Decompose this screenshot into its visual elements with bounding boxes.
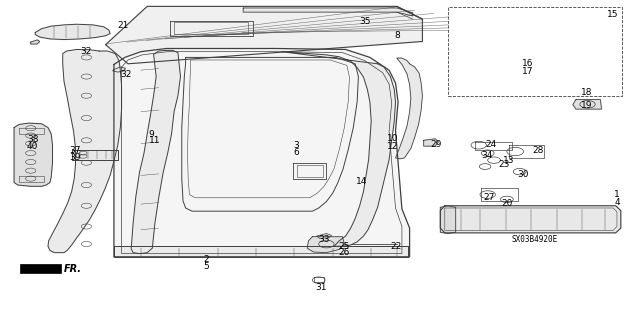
Polygon shape (573, 83, 605, 96)
Bar (448, 7, 622, 96)
Polygon shape (396, 58, 422, 159)
Polygon shape (31, 40, 40, 44)
Text: 6: 6 (293, 148, 299, 157)
Text: 29: 29 (430, 140, 442, 149)
Text: 15: 15 (607, 10, 618, 19)
Text: 23: 23 (498, 160, 509, 169)
Polygon shape (72, 150, 118, 160)
Text: 10: 10 (387, 134, 398, 143)
Polygon shape (440, 206, 621, 233)
Polygon shape (243, 8, 413, 16)
Text: 37: 37 (69, 146, 81, 155)
Polygon shape (35, 24, 110, 40)
Polygon shape (440, 206, 456, 234)
Text: 18: 18 (581, 88, 593, 97)
Text: 25: 25 (338, 242, 349, 251)
Polygon shape (456, 10, 557, 21)
Text: 11: 11 (148, 137, 160, 145)
Polygon shape (317, 234, 332, 239)
Text: 12: 12 (387, 142, 398, 151)
Polygon shape (20, 264, 61, 273)
Text: 3: 3 (293, 141, 299, 150)
Text: 4: 4 (614, 198, 620, 207)
Text: 22: 22 (390, 242, 402, 251)
Text: 32: 32 (120, 70, 132, 79)
Polygon shape (48, 49, 122, 253)
Polygon shape (424, 139, 438, 146)
Polygon shape (573, 100, 602, 109)
Text: 35: 35 (360, 17, 371, 26)
Polygon shape (456, 38, 485, 50)
Text: 21: 21 (117, 21, 129, 30)
Text: 8: 8 (394, 31, 400, 40)
Text: 26: 26 (338, 248, 349, 257)
Text: 24: 24 (485, 140, 497, 149)
Text: 17: 17 (522, 67, 534, 76)
Polygon shape (307, 237, 344, 253)
Text: 19: 19 (581, 101, 593, 110)
Text: 32: 32 (81, 47, 92, 56)
Polygon shape (131, 50, 180, 254)
Text: 39: 39 (69, 153, 81, 162)
Text: 1: 1 (614, 190, 620, 199)
Polygon shape (14, 123, 52, 186)
Text: 28: 28 (532, 146, 544, 155)
Polygon shape (114, 246, 408, 257)
Text: 9: 9 (148, 130, 154, 139)
Text: 13: 13 (503, 156, 515, 165)
Text: 5: 5 (204, 262, 209, 271)
Polygon shape (456, 22, 488, 38)
Text: 2: 2 (204, 256, 209, 264)
Text: 30: 30 (517, 170, 529, 179)
Polygon shape (114, 48, 410, 257)
Polygon shape (106, 6, 422, 64)
Polygon shape (113, 67, 125, 72)
Text: 27: 27 (484, 193, 495, 202)
Polygon shape (282, 52, 396, 246)
Text: 14: 14 (356, 177, 367, 186)
Text: 33: 33 (319, 235, 330, 244)
Text: 20: 20 (502, 199, 513, 208)
Text: 38: 38 (27, 135, 38, 144)
Text: 16: 16 (522, 59, 534, 68)
Text: SX03B4920E: SX03B4920E (512, 235, 558, 244)
Text: 31: 31 (315, 283, 326, 292)
Text: 40: 40 (27, 142, 38, 151)
Text: FR.: FR. (64, 263, 82, 274)
Text: 34: 34 (481, 151, 493, 160)
